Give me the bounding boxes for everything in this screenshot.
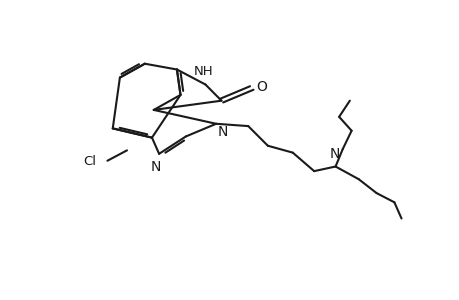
Text: N: N xyxy=(151,160,161,174)
Text: O: O xyxy=(256,80,266,94)
Text: Cl: Cl xyxy=(84,155,96,168)
Text: NH: NH xyxy=(193,65,213,78)
Text: N: N xyxy=(329,147,339,161)
Text: N: N xyxy=(218,125,228,139)
